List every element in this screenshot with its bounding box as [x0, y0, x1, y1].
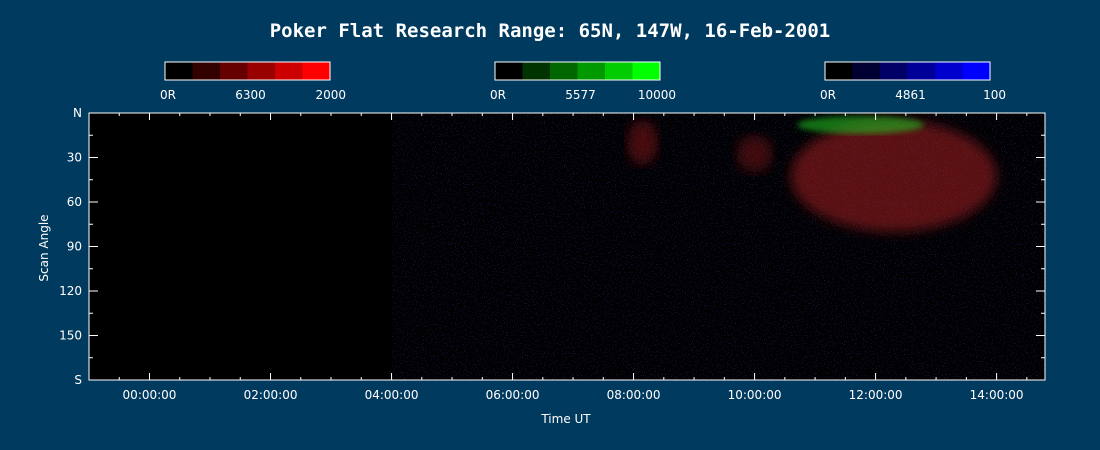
colorbar-frame: [824, 61, 991, 81]
y-tick-label: 60: [67, 195, 82, 209]
y-axis: N 30 60 90 120 150 S: [59, 106, 1045, 387]
colorbar-max-label: 10000: [638, 88, 676, 102]
x-tick-label: 04:00:00: [365, 388, 419, 402]
x-axis-label: Time UT: [540, 412, 591, 426]
emission-region-green: [796, 115, 924, 134]
colorbar-name-label: 6300: [235, 88, 266, 102]
x-tick-label: 06:00:00: [486, 388, 540, 402]
x-tick-label: 14:00:00: [970, 388, 1024, 402]
colorbar-blue: 0R 4861 100: [820, 61, 1006, 102]
colorbar-swatch: [220, 62, 248, 80]
emission-region-red: [790, 120, 997, 232]
emission-region-red: [736, 135, 773, 173]
colorbar-frame: [494, 61, 661, 81]
colorbar-swatch: [495, 62, 523, 80]
colorbar-swatch: [825, 62, 853, 80]
y-tick-label: 90: [67, 240, 82, 254]
colorbar-max-label: 2000: [315, 88, 346, 102]
colorbar-legend: 0R 6300 2000 0R 5577 10000 0R 4861 100: [160, 61, 1006, 102]
colorbar-swatch: [165, 62, 193, 80]
chart-title: Poker Flat Research Range: 65N, 147W, 16…: [270, 20, 831, 42]
y-tick-label: 120: [59, 284, 82, 298]
colorbar-name-label: 5577: [565, 88, 596, 102]
x-tick-label: 02:00:00: [244, 388, 298, 402]
colorbar-frame: [164, 61, 331, 81]
colorbar-red: 0R 6300 2000: [160, 61, 346, 102]
colorbar-min-label: 0R: [490, 88, 506, 102]
x-tick-label: 12:00:00: [849, 388, 903, 402]
colorbar-swatch: [247, 62, 276, 80]
y-tick-label: 150: [59, 329, 82, 343]
colorbar-min-label: 0R: [820, 88, 836, 102]
colorbar-swatch: [192, 62, 221, 80]
colorbar-green: 0R 5577 10000: [490, 61, 676, 102]
colorbar-swatch: [550, 62, 578, 80]
colorbar-swatch: [632, 62, 661, 80]
y-tick-label: N: [73, 106, 82, 120]
colorbar-swatch: [880, 62, 908, 80]
y-axis-label: Scan Angle: [37, 214, 51, 281]
colorbar-swatch: [605, 62, 633, 80]
colorbar-max-label: 100: [983, 88, 1006, 102]
y-tick-label: 30: [67, 151, 82, 165]
x-tick-label: 08:00:00: [607, 388, 661, 402]
x-tick-label: 00:00:00: [123, 388, 177, 402]
colorbar-swatch: [907, 62, 936, 80]
colorbar-name-label: 4861: [895, 88, 926, 102]
colorbar-swatch: [962, 62, 991, 80]
colorbar-swatch: [852, 62, 881, 80]
colorbar-swatch: [935, 62, 963, 80]
colorbar-swatch: [522, 62, 551, 80]
emission-region-red: [627, 120, 658, 165]
colorbar-swatch: [275, 62, 303, 80]
x-tick-label: 10:00:00: [728, 388, 782, 402]
plot-area: 00:00:00 02:00:00 04:00:00 06:00:00 08:00:00…: [59, 106, 1046, 402]
colorbar-swatch: [577, 62, 606, 80]
x-axis: 00:00:00 02:00:00 04:00:00 06:00:00 08:00:00…: [88, 113, 1028, 402]
y-tick-label: S: [74, 373, 82, 387]
colorbar-swatch: [302, 62, 331, 80]
colorbar-min-label: 0R: [160, 88, 176, 102]
